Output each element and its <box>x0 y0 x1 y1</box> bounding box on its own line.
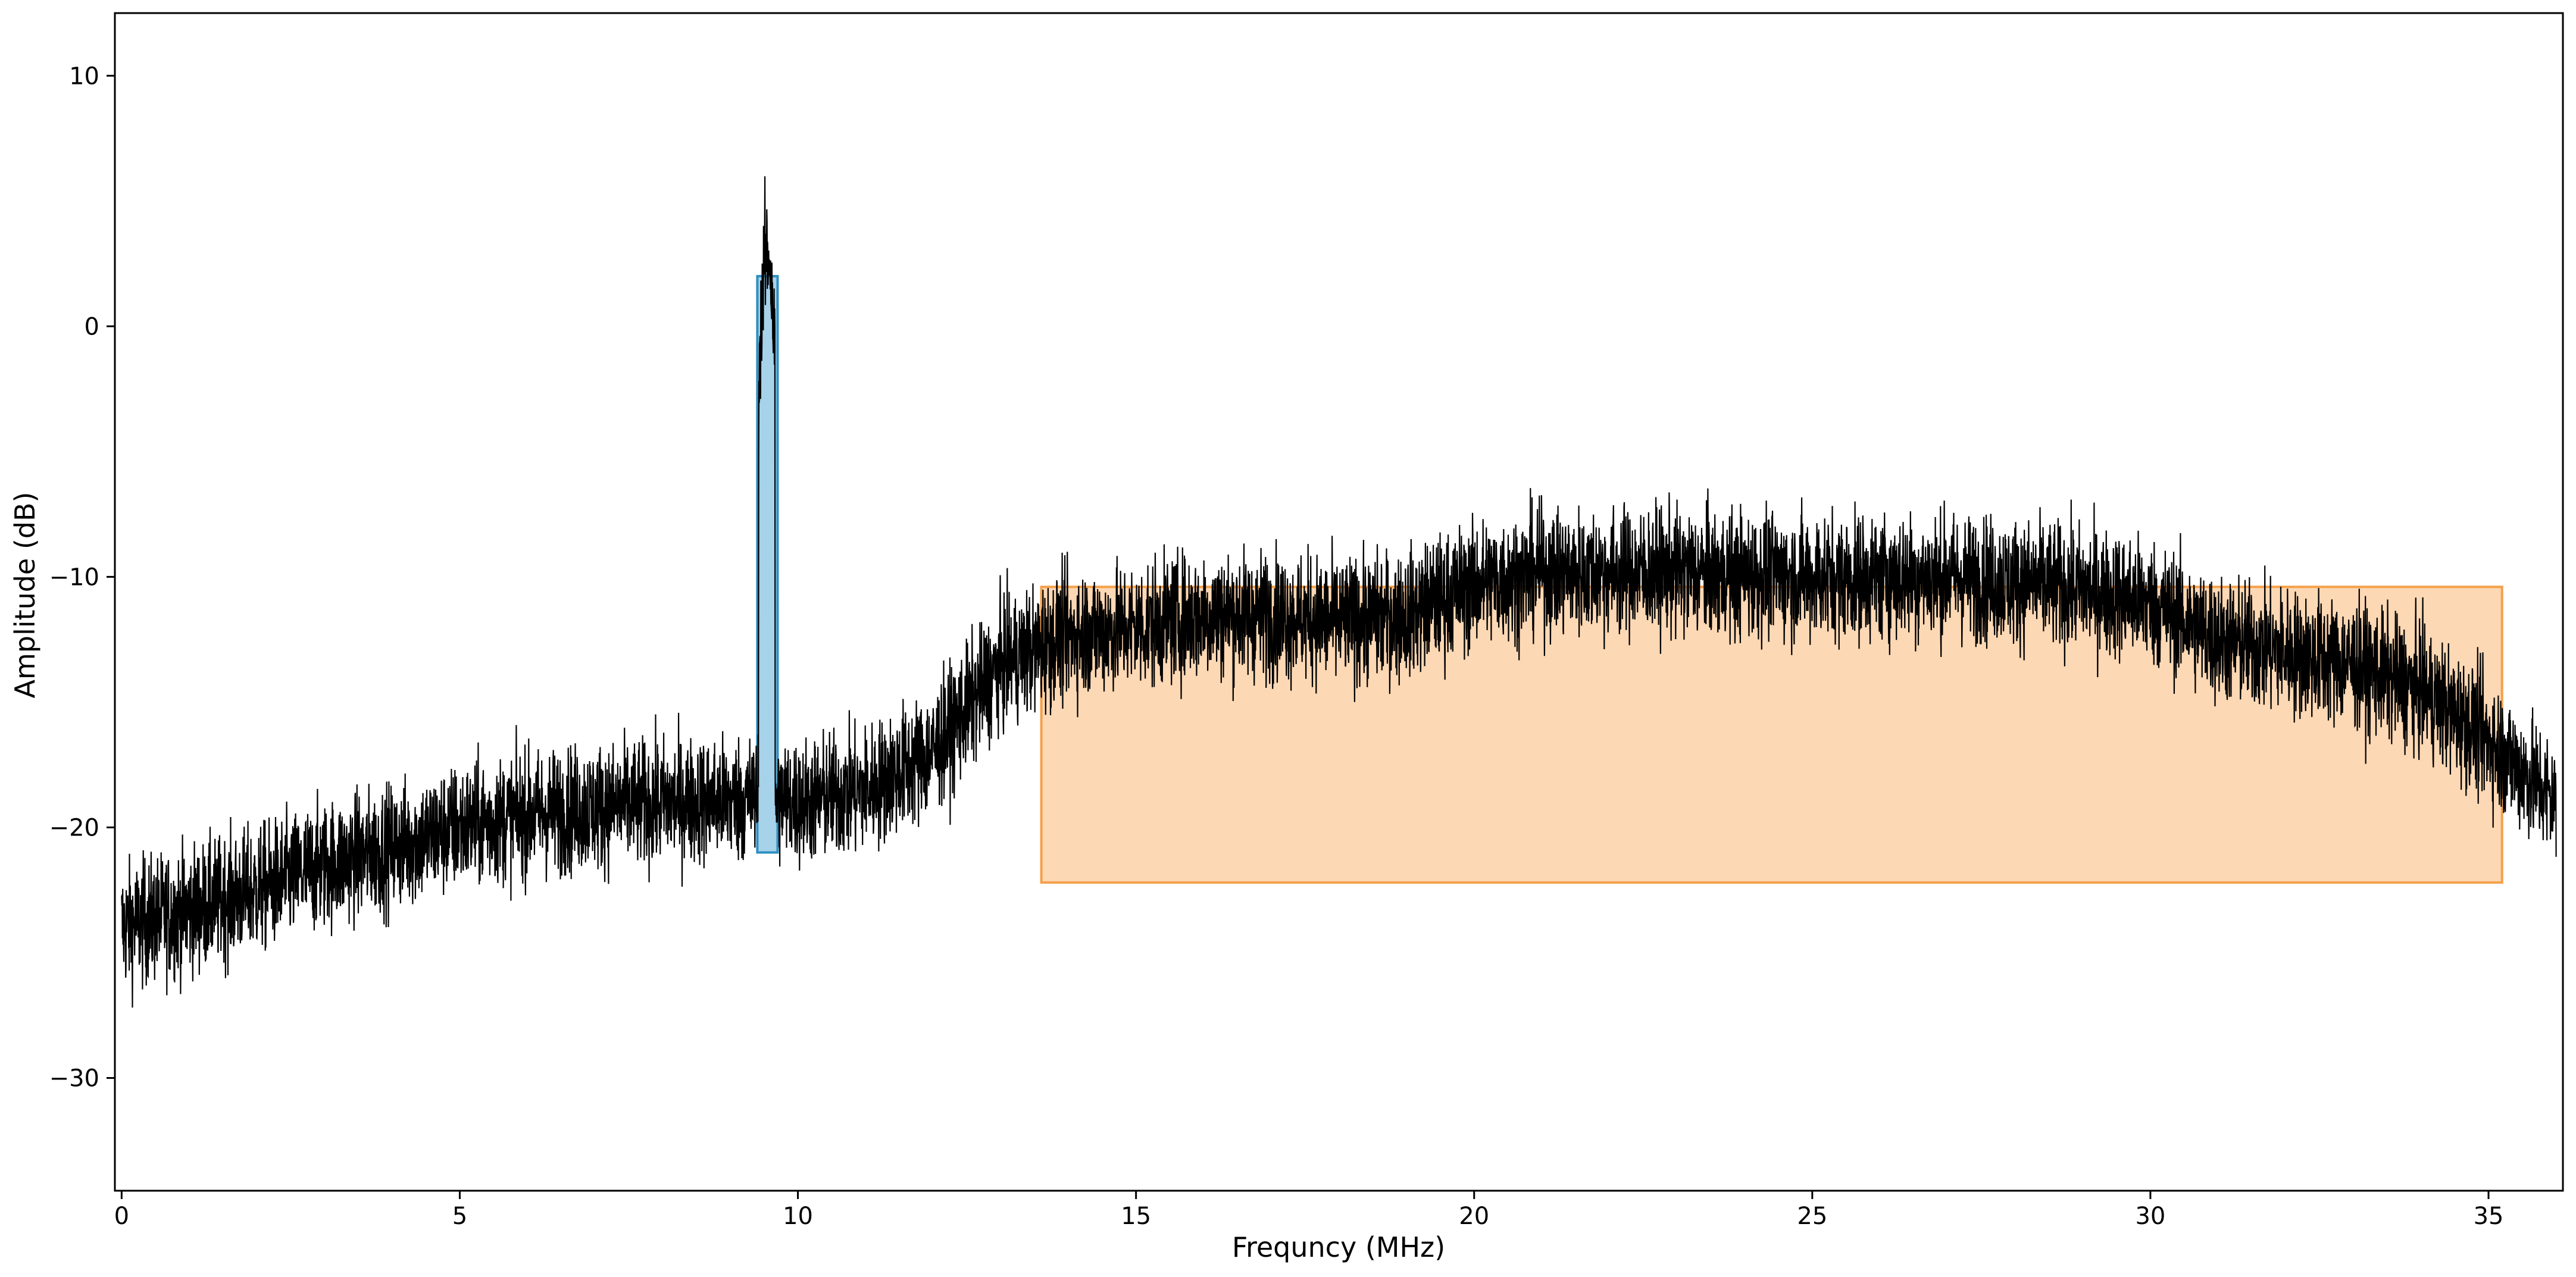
y-axis-label: Amplitude (dB) <box>9 492 41 699</box>
y-tick-label: 0 <box>85 313 99 340</box>
x-tick-label: 25 <box>1797 1203 1827 1230</box>
spectrum-line <box>121 176 2557 1008</box>
x-tick-label: 35 <box>2474 1203 2504 1230</box>
y-tick-label: −30 <box>49 1065 99 1093</box>
x-tick-label: 0 <box>114 1203 129 1230</box>
y-tick-label: −10 <box>49 564 99 591</box>
axes: 0 5 10 15 20 25 30 35 −30 −20 −10 0 10 <box>49 12 2564 1230</box>
x-axis-label: Frequncy (MHz) <box>1232 1231 1445 1263</box>
x-tick-label: 5 <box>452 1203 467 1230</box>
plot-frame <box>114 12 2564 1192</box>
series-trace <box>121 176 2557 1008</box>
y-tick-label: −20 <box>49 814 99 841</box>
x-tick-label: 15 <box>1121 1203 1151 1230</box>
x-tick-label: 20 <box>1459 1203 1489 1230</box>
y-tick-label: 10 <box>69 62 99 90</box>
x-tick-label: 30 <box>2135 1203 2165 1230</box>
x-tick-label: 10 <box>783 1203 813 1230</box>
